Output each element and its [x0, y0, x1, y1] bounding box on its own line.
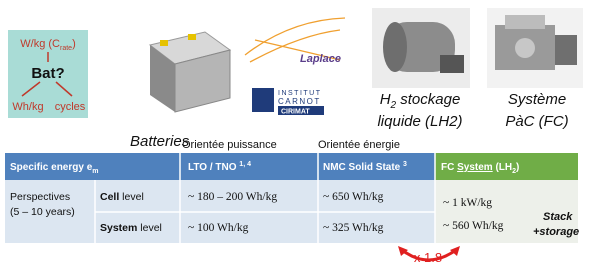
- battery-image: [150, 32, 230, 112]
- cell: ~ 560 Wh/kg: [443, 220, 504, 232]
- caption: PàC (FC): [505, 113, 568, 130]
- superscript: 3: [403, 161, 407, 168]
- caption: Batteries: [130, 133, 190, 150]
- logo-text: CIRIMAT: [281, 109, 310, 116]
- group-label: Perspectives: [10, 191, 70, 203]
- diagram-center: Bat?: [31, 65, 64, 82]
- ratio-label: x 1.8: [414, 250, 442, 265]
- header-cell: NMC Solid State 3: [323, 161, 407, 173]
- text: System: [457, 162, 493, 173]
- text: ): [516, 162, 519, 173]
- label: Orientée énergie: [318, 139, 400, 151]
- diagram-right: cycles: [55, 101, 86, 113]
- cell: ~ 650 Wh/kg: [323, 191, 384, 203]
- text: ): [72, 38, 76, 50]
- logo-text: INSTITUT: [278, 90, 322, 97]
- caption: Système: [508, 91, 566, 108]
- row-label: System level: [100, 222, 162, 234]
- text: LTO / TNO: [188, 162, 239, 173]
- logo-text: CARNOT: [278, 97, 321, 106]
- fc-image: [487, 8, 583, 88]
- text: W/kg (C: [20, 38, 60, 50]
- slide: W/kg (Crate) Bat? Wh/kg cycles Batteries…: [0, 0, 590, 270]
- caption: liquide (LH2): [377, 113, 462, 130]
- note: +storage: [533, 226, 579, 238]
- diagram-left: Wh/kg: [12, 101, 43, 113]
- label: Orientée puissance: [182, 139, 277, 151]
- caption: H2 stockage: [380, 91, 461, 111]
- text: H: [380, 91, 391, 108]
- text: Specific energy e: [10, 162, 93, 173]
- group-label: (5 – 10 years): [10, 206, 75, 218]
- text: System: [100, 222, 137, 234]
- superscript: 1, 4: [239, 161, 251, 168]
- text: NMC Solid State: [323, 162, 403, 173]
- text: FC: [441, 162, 457, 173]
- text: (LH: [493, 162, 512, 173]
- text: level: [119, 191, 144, 203]
- note: Stack: [543, 211, 573, 223]
- cell: ~ 325 Wh/kg: [323, 222, 384, 234]
- carnot-logo: [252, 88, 274, 112]
- text: level: [137, 222, 162, 234]
- cell: ~ 1 kW/kg: [443, 197, 492, 209]
- logo-text: Laplace: [300, 53, 341, 65]
- subscript: rate: [60, 45, 72, 52]
- text: Cell: [100, 191, 119, 203]
- row-label: Cell level: [100, 191, 144, 203]
- subscript: m: [92, 168, 98, 175]
- text: stockage: [396, 91, 460, 108]
- cell: ~ 100 Wh/kg: [188, 222, 249, 234]
- tank-image: [372, 8, 470, 88]
- cell: ~ 180 – 200 Wh/kg: [188, 191, 277, 203]
